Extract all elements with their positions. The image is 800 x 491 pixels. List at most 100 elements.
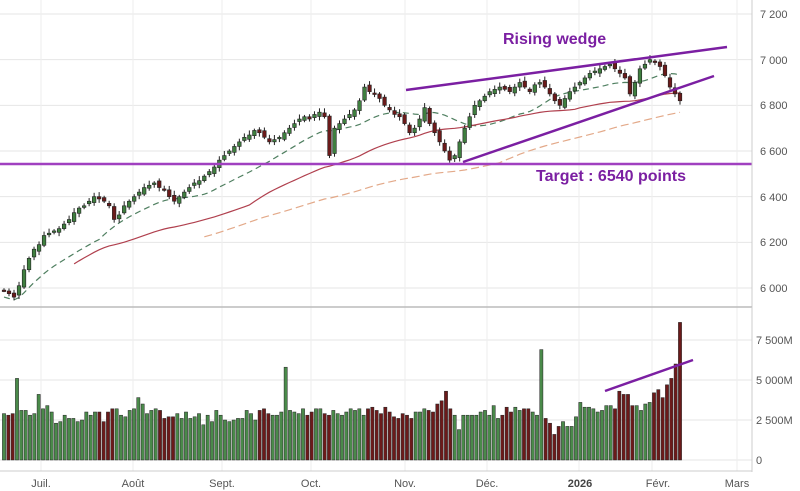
volume-bar (535, 414, 539, 461)
volume-bar (257, 410, 262, 461)
volume-bar (678, 322, 682, 461)
candle (152, 182, 157, 185)
volume-bar (552, 434, 557, 461)
candle (317, 111, 322, 117)
volume-bar (101, 421, 106, 461)
volume-bar (2, 413, 6, 461)
candle (107, 202, 112, 207)
candle (51, 230, 57, 233)
volume-bar (205, 414, 210, 461)
volume-bar (249, 413, 253, 461)
volume-bar (561, 421, 565, 461)
volume-bar (231, 419, 236, 461)
volume-bar (54, 422, 58, 461)
candle (26, 258, 32, 271)
candle (1, 289, 7, 292)
candle (457, 141, 462, 158)
volume-bar (496, 418, 500, 461)
candle (187, 187, 192, 192)
volume-bar (448, 408, 453, 461)
volume-bar (71, 418, 76, 461)
candle (647, 59, 653, 63)
volume-bar (387, 411, 392, 461)
month-label-year: 2026 (568, 478, 592, 490)
candle (522, 80, 527, 88)
candle (212, 166, 217, 174)
volume-bar (608, 405, 613, 461)
volume-bar (41, 408, 45, 461)
volume-bar (335, 413, 340, 461)
volume-bar (166, 416, 171, 461)
volume-bar (227, 421, 232, 461)
candle (232, 146, 237, 153)
price-tick-label: 7 000 (760, 55, 788, 67)
candle (402, 114, 407, 124)
candle (197, 180, 202, 185)
candle (432, 122, 437, 134)
candle (46, 232, 52, 236)
volume-bar (669, 378, 674, 461)
candle (662, 64, 668, 76)
month-label: Déc. (476, 478, 499, 490)
volume-bar (595, 411, 600, 461)
volume-bar (500, 414, 505, 461)
volume-bar (483, 410, 487, 461)
volume-bar (457, 429, 461, 461)
volume-bar (426, 410, 431, 461)
candle (552, 93, 557, 102)
candle (172, 194, 177, 202)
volume-bar (309, 411, 314, 461)
volume-bar (119, 414, 123, 461)
candle (517, 82, 522, 88)
candle (327, 115, 332, 156)
volume-bar (84, 411, 89, 461)
volume-bar (374, 410, 379, 461)
volume-bar (283, 366, 288, 461)
volume-bar (275, 414, 279, 461)
volume-bar (114, 408, 119, 461)
candle (287, 127, 292, 134)
candle (512, 86, 517, 94)
candle (437, 130, 442, 143)
candle (572, 86, 577, 92)
candle (422, 107, 427, 122)
volume-bar (396, 418, 401, 461)
volume-bar (171, 416, 175, 461)
annotations: Rising wedge Target : 6540 points (0, 31, 752, 393)
candle (312, 114, 317, 118)
volume-bar (296, 413, 301, 461)
volume-bar (452, 414, 457, 461)
volume-bar (236, 418, 240, 461)
candle (412, 127, 417, 134)
candle (427, 108, 432, 124)
volume-bar (487, 414, 492, 461)
candle (507, 86, 512, 92)
volume-bars (2, 322, 682, 461)
price-tick-label: 6 200 (760, 237, 788, 249)
volume-bar (569, 426, 574, 461)
volume-bar (400, 413, 405, 461)
candle (97, 196, 102, 200)
price-tick-label: 6 800 (760, 100, 788, 112)
candle (377, 93, 382, 99)
volume-bar (62, 414, 67, 461)
candle (352, 109, 357, 117)
candle (21, 269, 27, 288)
candle (127, 200, 132, 208)
volume-trend-line (604, 358, 694, 393)
candle (617, 69, 623, 74)
candle (632, 82, 638, 97)
volume-bar (530, 411, 535, 461)
volume-bar (270, 414, 275, 461)
candle (627, 76, 633, 95)
volume-bar (361, 414, 366, 461)
candle (462, 127, 467, 143)
candle (72, 212, 77, 222)
volume-bar (179, 418, 184, 461)
volume-bar (327, 414, 331, 461)
candle (367, 84, 372, 92)
candle (61, 223, 67, 229)
candle (492, 89, 497, 94)
candle (207, 171, 212, 176)
candle (387, 107, 392, 111)
